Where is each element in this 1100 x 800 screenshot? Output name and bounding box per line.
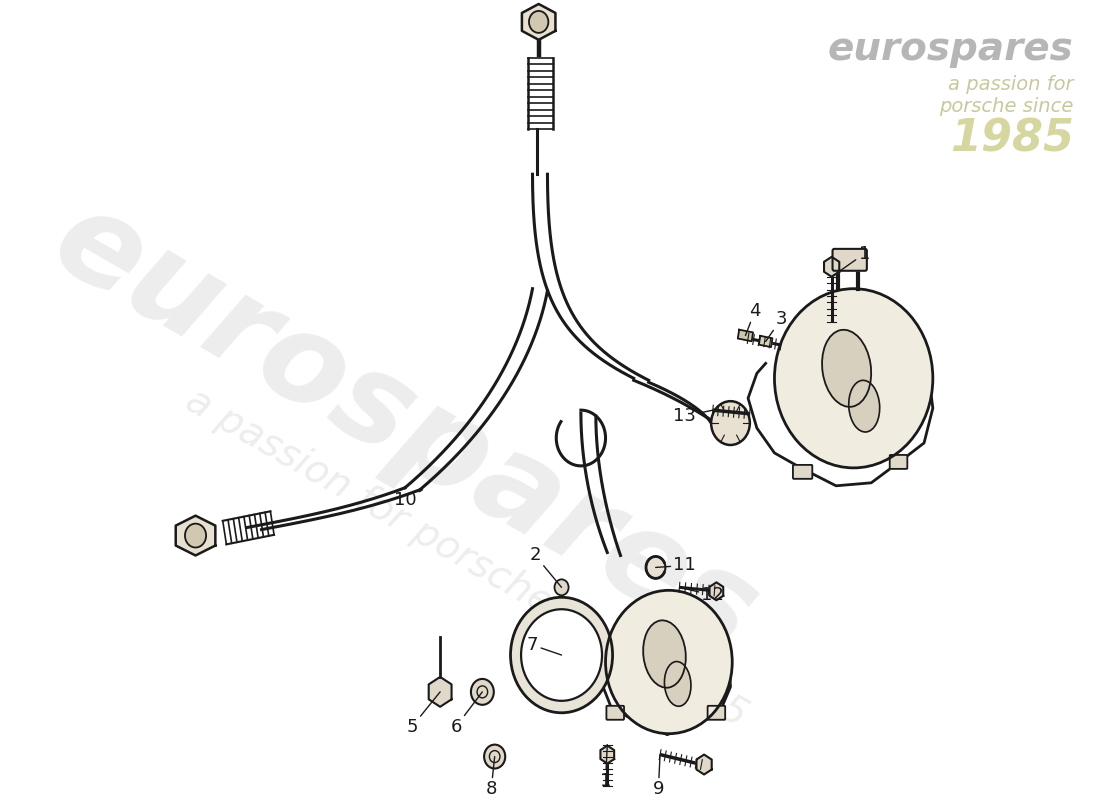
Text: 2: 2 <box>529 546 561 587</box>
FancyBboxPatch shape <box>606 706 624 720</box>
Ellipse shape <box>822 330 871 407</box>
Text: 8: 8 <box>485 757 497 798</box>
Circle shape <box>510 598 613 713</box>
Circle shape <box>521 610 602 701</box>
Text: 1985: 1985 <box>949 118 1074 161</box>
Polygon shape <box>176 516 216 555</box>
Text: 1: 1 <box>600 745 612 790</box>
Ellipse shape <box>849 380 880 432</box>
Text: eurospares: eurospares <box>828 30 1074 68</box>
FancyBboxPatch shape <box>707 706 725 720</box>
Circle shape <box>646 557 666 578</box>
Circle shape <box>471 679 494 705</box>
Text: a passion for porsche since 1985: a passion for porsche since 1985 <box>179 381 754 734</box>
Text: a passion for
porsche since: a passion for porsche since <box>939 74 1074 116</box>
Text: 11: 11 <box>656 557 696 574</box>
Text: 5: 5 <box>406 692 440 736</box>
Circle shape <box>185 524 206 547</box>
Polygon shape <box>710 582 724 600</box>
Polygon shape <box>521 4 556 40</box>
Polygon shape <box>759 336 772 347</box>
Text: 13: 13 <box>673 407 713 425</box>
Text: 4: 4 <box>746 302 761 335</box>
Text: 9: 9 <box>652 754 664 798</box>
Text: 6: 6 <box>450 692 483 736</box>
FancyBboxPatch shape <box>833 249 867 270</box>
Polygon shape <box>429 677 452 706</box>
Text: 1: 1 <box>832 245 870 277</box>
Text: eurospares: eurospares <box>33 178 778 678</box>
Text: 3: 3 <box>766 310 788 342</box>
Polygon shape <box>738 330 754 342</box>
Ellipse shape <box>664 662 691 706</box>
Circle shape <box>484 745 505 769</box>
Polygon shape <box>824 257 839 277</box>
Polygon shape <box>696 754 712 774</box>
Circle shape <box>529 11 548 33</box>
Circle shape <box>774 289 933 468</box>
Circle shape <box>605 590 733 734</box>
Text: 7: 7 <box>527 636 561 655</box>
Text: 10: 10 <box>394 490 422 509</box>
Circle shape <box>554 579 569 595</box>
FancyBboxPatch shape <box>793 465 812 479</box>
FancyBboxPatch shape <box>890 455 908 469</box>
Polygon shape <box>601 746 614 763</box>
Ellipse shape <box>644 620 685 688</box>
Circle shape <box>711 401 750 445</box>
Text: 12: 12 <box>680 586 724 604</box>
